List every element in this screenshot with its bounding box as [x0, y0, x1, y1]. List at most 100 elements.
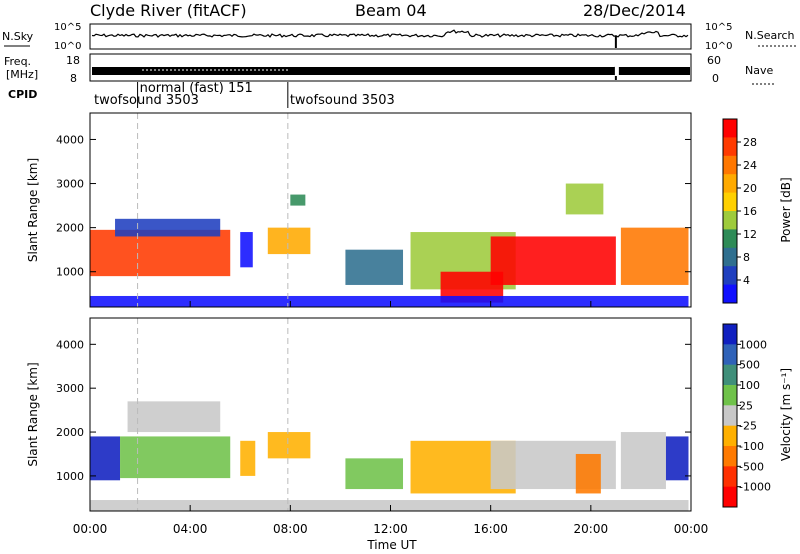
- colorbar-swatch: [723, 324, 737, 345]
- data-block: [575, 453, 601, 494]
- colorbar-swatch: [723, 385, 737, 406]
- data-block: [345, 249, 404, 285]
- data-block: [90, 229, 231, 277]
- colorbar-swatch: [723, 119, 737, 138]
- colorbar-swatch: [723, 192, 737, 212]
- data-block: [620, 432, 666, 490]
- nsky-panel-frame: [89, 23, 692, 50]
- colorbar-swatch: [723, 486, 737, 508]
- power-panel: 1000 2000 3000 4000 Slant Range [km] 28 24 20 16…: [26, 112, 793, 308]
- data-block: [490, 236, 616, 285]
- nsky-tick-top: 10^5: [54, 22, 81, 33]
- nave-label: Nave: [745, 64, 773, 77]
- data-block: [290, 194, 306, 206]
- cpid-segment-label: twofsound 3503: [290, 93, 395, 108]
- y-tick-label: 1000: [56, 470, 84, 483]
- colorbar-tick-label: 8: [743, 251, 750, 264]
- cpid-segment-label: twofsound 3503: [94, 93, 199, 108]
- data-block: [565, 183, 604, 215]
- time-axis: 00:00 04:00 08:00 12:00 16:00 20:00 00:00: [73, 522, 709, 536]
- colorbar-swatch: [723, 266, 737, 286]
- data-block: [267, 227, 311, 255]
- nsearch-label: N.Search: [745, 29, 795, 42]
- colorbar-swatch: [723, 247, 737, 267]
- data-block: [90, 436, 121, 481]
- colorbar-frame: [722, 323, 738, 508]
- colorbar-tick-label: 28: [743, 136, 757, 149]
- y-tick-label: 4000: [56, 338, 84, 351]
- x-tick-label: 00:00: [674, 522, 709, 536]
- cpid-segment-label: normal (fast) 151: [140, 81, 253, 96]
- data-block: [345, 458, 404, 490]
- data-block: [240, 440, 256, 476]
- freq-tick-bottom: 8: [70, 72, 77, 85]
- y-tick-label: 4000: [56, 133, 84, 146]
- y-tick-label: 3000: [56, 178, 84, 191]
- colorbar-tick-label: 100: [739, 379, 760, 392]
- colorbar-tick-label: 16: [743, 205, 757, 218]
- colorbar-swatch: [723, 229, 737, 249]
- colorbar-swatch: [723, 174, 737, 194]
- nsky-tick-bottom: 10^0: [54, 41, 81, 52]
- nsearch-tick-top: 10^5: [705, 22, 732, 33]
- data-block: [620, 227, 689, 285]
- y-tick-label: 2000: [56, 222, 84, 235]
- x-tick-label: 04:00: [173, 522, 208, 536]
- freq-label: Freq.: [4, 55, 31, 68]
- colorbar-swatch: [723, 344, 737, 366]
- data-block: [665, 436, 689, 481]
- nave-tick-top: 60: [707, 54, 721, 67]
- colorbar-swatch: [723, 425, 737, 447]
- data-block: [90, 295, 689, 307]
- station-title: Clyde River (fitACF): [90, 1, 247, 20]
- colorbar-tick-label: -100: [739, 440, 764, 453]
- x-axis-label: Time UT: [366, 538, 417, 552]
- nsearch-tick-bottom: 10^0: [705, 41, 732, 52]
- colorbar-tick-label: 1000: [739, 338, 767, 351]
- y-tick-label: 2000: [56, 426, 84, 439]
- data-block: [127, 401, 221, 433]
- freq-gap: [614, 66, 619, 76]
- colorbar-tick-label: 4: [743, 274, 750, 287]
- colorbar-tick-label: -1000: [739, 481, 771, 494]
- x-tick-label: 20:00: [574, 522, 609, 536]
- freq-tick-top: 18: [66, 54, 80, 67]
- x-tick-label: 12:00: [373, 522, 408, 536]
- beam-title: Beam 04: [355, 1, 427, 20]
- y-tick-label: 3000: [56, 382, 84, 395]
- data-block: [120, 436, 231, 479]
- data-block: [267, 432, 311, 459]
- colorbar-swatch: [723, 155, 737, 175]
- cpid-label: CPID: [8, 88, 37, 101]
- y-axis-label: Slant Range [km]: [26, 158, 40, 262]
- x-tick-label: 00:00: [73, 522, 108, 536]
- colorbar-tick-label: 500: [739, 359, 760, 372]
- nave-tick-bottom: 0: [712, 72, 719, 85]
- colorbar-tick-label: 24: [743, 159, 757, 172]
- velocity-panel: 1000 2000 3000 4000 Slant Range [km] 1000 500 1…: [26, 317, 793, 512]
- data-block: [240, 232, 253, 268]
- data-block: [90, 500, 689, 511]
- colorbar-swatch: [723, 446, 737, 467]
- colorbar-swatch: [723, 211, 737, 230]
- colorbar-label: Power [dB]: [779, 177, 793, 242]
- freq-unit-label: [MHz]: [6, 68, 38, 81]
- y-tick-label: 1000: [56, 266, 84, 279]
- colorbar-swatch: [723, 137, 737, 157]
- colorbar-tick-label: -25: [739, 420, 757, 433]
- freq-trace: [92, 67, 690, 75]
- colorbar-swatch: [723, 405, 737, 427]
- colorbar-swatch: [723, 284, 737, 304]
- colorbar-tick-label: 20: [743, 182, 757, 195]
- nsky-trace: [91, 29, 689, 38]
- colorbar-swatch: [723, 364, 737, 386]
- colorbar-swatch: [723, 466, 737, 488]
- date-title: 28/Dec/2014: [583, 1, 686, 20]
- y-axis-label: Slant Range [km]: [26, 362, 40, 466]
- x-tick-label: 08:00: [273, 522, 308, 536]
- colorbar-tick-label: 25: [739, 399, 753, 412]
- colorbar-tick-label: 12: [743, 228, 757, 241]
- nsky-label: N.Sky: [2, 30, 34, 43]
